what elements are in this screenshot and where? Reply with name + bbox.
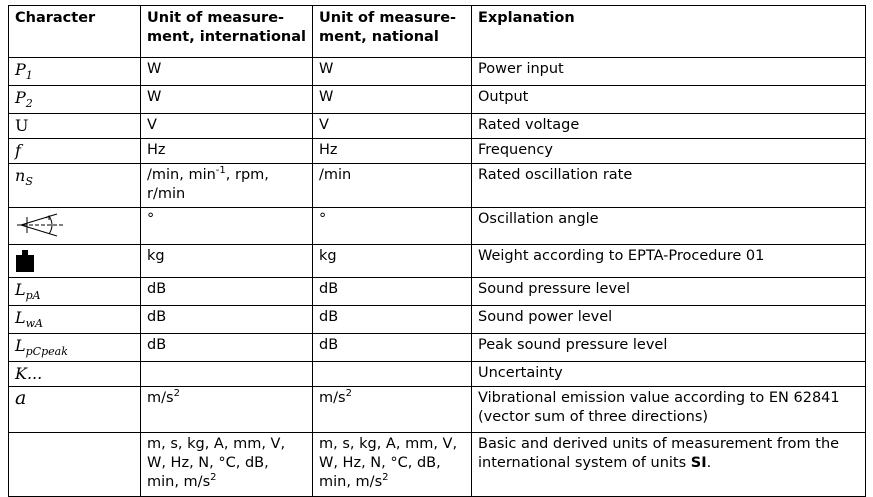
table-row: LpCpeak dB dB Peak sound pressure level	[8, 333, 866, 362]
symbol-k: K...	[15, 364, 43, 383]
header-explanation: Explanation	[471, 5, 866, 58]
unit-international-cell: V	[140, 113, 313, 139]
table-row: kg kg Weight according to EPTA-Procedure…	[8, 244, 866, 278]
header-unit-international-line1: Unit of measure-	[147, 10, 285, 26]
symbol-cell: U	[8, 113, 141, 139]
explanation-cell: Vibrational emission value according to …	[471, 386, 866, 433]
explanation-cell: Rated oscillation rate	[471, 163, 866, 208]
symbol-lwa: LwA	[15, 308, 43, 330]
header-unit-national-line2: ment, national	[319, 29, 439, 45]
symbol-p1: P1	[15, 60, 33, 82]
symbol-cell: K...	[8, 361, 141, 387]
explanation-cell: Oscillation angle	[471, 207, 866, 245]
explanation-cell: Rated voltage	[471, 113, 866, 139]
unit-international-cell: W	[140, 85, 313, 114]
header-unit-national-line1: Unit of measure-	[319, 10, 457, 26]
unit-international-cell: W	[140, 57, 313, 86]
explanation-cell: Output	[471, 85, 866, 114]
symbol-cell: f	[8, 138, 141, 164]
symbol-cell: LwA	[8, 305, 141, 334]
header-unit-national: Unit of measure- ment, national	[312, 5, 472, 58]
unit-national-cell: dB	[312, 277, 472, 306]
unit-national-cell	[312, 361, 472, 387]
header-unit-international-line2: ment, international	[147, 29, 307, 45]
symbol-cell: a	[8, 386, 141, 433]
unit-national-cell: /min	[312, 163, 472, 208]
header-character: Character	[8, 5, 141, 58]
explanation-cell: Frequency	[471, 138, 866, 164]
table-row: nS /min, min-1, rpm, r/min /min Rated os…	[8, 163, 866, 208]
symbol-cell: P1	[8, 57, 141, 86]
unit-international-cell: dB	[140, 305, 313, 334]
table-row: U V V Rated voltage	[8, 113, 866, 139]
table-row: f Hz Hz Frequency	[8, 138, 866, 164]
table-row: P2 W W Output	[8, 85, 866, 114]
unit-national-cell: kg	[312, 244, 472, 278]
explanation-cell: Weight according to EPTA-Procedure 01	[471, 244, 866, 278]
explanation-cell: Basic and derived units of measurement f…	[471, 432, 866, 497]
explanation-cell: Sound pressure level	[471, 277, 866, 306]
unit-international-cell: /min, min-1, rpm, r/min	[140, 163, 313, 208]
table-row: a m/s2 m/s2 Vibrational emission value a…	[8, 386, 866, 433]
explanation-cell: Uncertainty	[471, 361, 866, 387]
unit-international-cell: kg	[140, 244, 313, 278]
symbol-cell	[8, 432, 141, 497]
symbol-cell	[8, 207, 141, 245]
symbol-a: a	[15, 387, 27, 409]
symbol-cell: nS	[8, 163, 141, 208]
unit-national-cell: W	[312, 57, 472, 86]
symbol-p2: P2	[15, 88, 33, 110]
symbol-cell: P2	[8, 85, 141, 114]
unit-international-cell: Hz	[140, 138, 313, 164]
symbol-lpcpeak: LpCpeak	[15, 336, 68, 358]
unit-national-cell: dB	[312, 333, 472, 362]
table-row: K... Uncertainty	[8, 361, 866, 387]
explanation-cell: Peak sound pressure level	[471, 333, 866, 362]
unit-international-cell: °	[140, 207, 313, 245]
unit-international-cell: dB	[140, 333, 313, 362]
unit-international-cell: dB	[140, 277, 313, 306]
header-unit-international: Unit of measure- ment, international	[140, 5, 313, 58]
symbol-cell	[8, 244, 141, 278]
symbol-u: U	[15, 116, 29, 135]
table-row: ° ° Oscillation angle	[8, 207, 866, 245]
unit-international-cell	[140, 361, 313, 387]
table-row: P1 W W Power input	[8, 57, 866, 86]
table-row: LwA dB dB Sound power level	[8, 305, 866, 334]
weight-icon	[16, 250, 34, 272]
table-row: LpA dB dB Sound pressure level	[8, 277, 866, 306]
explanation-cell: Power input	[471, 57, 866, 86]
oscillation-angle-icon	[17, 213, 65, 237]
unit-international-cell: m/s2	[140, 386, 313, 433]
unit-national-cell: °	[312, 207, 472, 245]
units-table: Character Unit of measure- ment, interna…	[8, 5, 866, 497]
unit-national-cell: V	[312, 113, 472, 139]
unit-national-cell: Hz	[312, 138, 472, 164]
symbol-cell: LpCpeak	[8, 333, 141, 362]
unit-national-cell: m, s, kg, A, mm, V, W, Hz, N, °C, dB, mi…	[312, 432, 472, 497]
explanation-cell: Sound power level	[471, 305, 866, 334]
unit-national-cell: W	[312, 85, 472, 114]
table-row: m, s, kg, A, mm, V, W, Hz, N, °C, dB, mi…	[8, 432, 866, 497]
symbol-f: f	[15, 141, 21, 160]
header-row: Character Unit of measure- ment, interna…	[8, 5, 866, 58]
unit-national-cell: dB	[312, 305, 472, 334]
symbol-cell: LpA	[8, 277, 141, 306]
unit-international-cell: m, s, kg, A, mm, V, W, Hz, N, °C, dB, mi…	[140, 432, 313, 497]
symbol-ns: nS	[15, 166, 33, 188]
unit-national-cell: m/s2	[312, 386, 472, 433]
symbol-lpa: LpA	[15, 280, 41, 302]
